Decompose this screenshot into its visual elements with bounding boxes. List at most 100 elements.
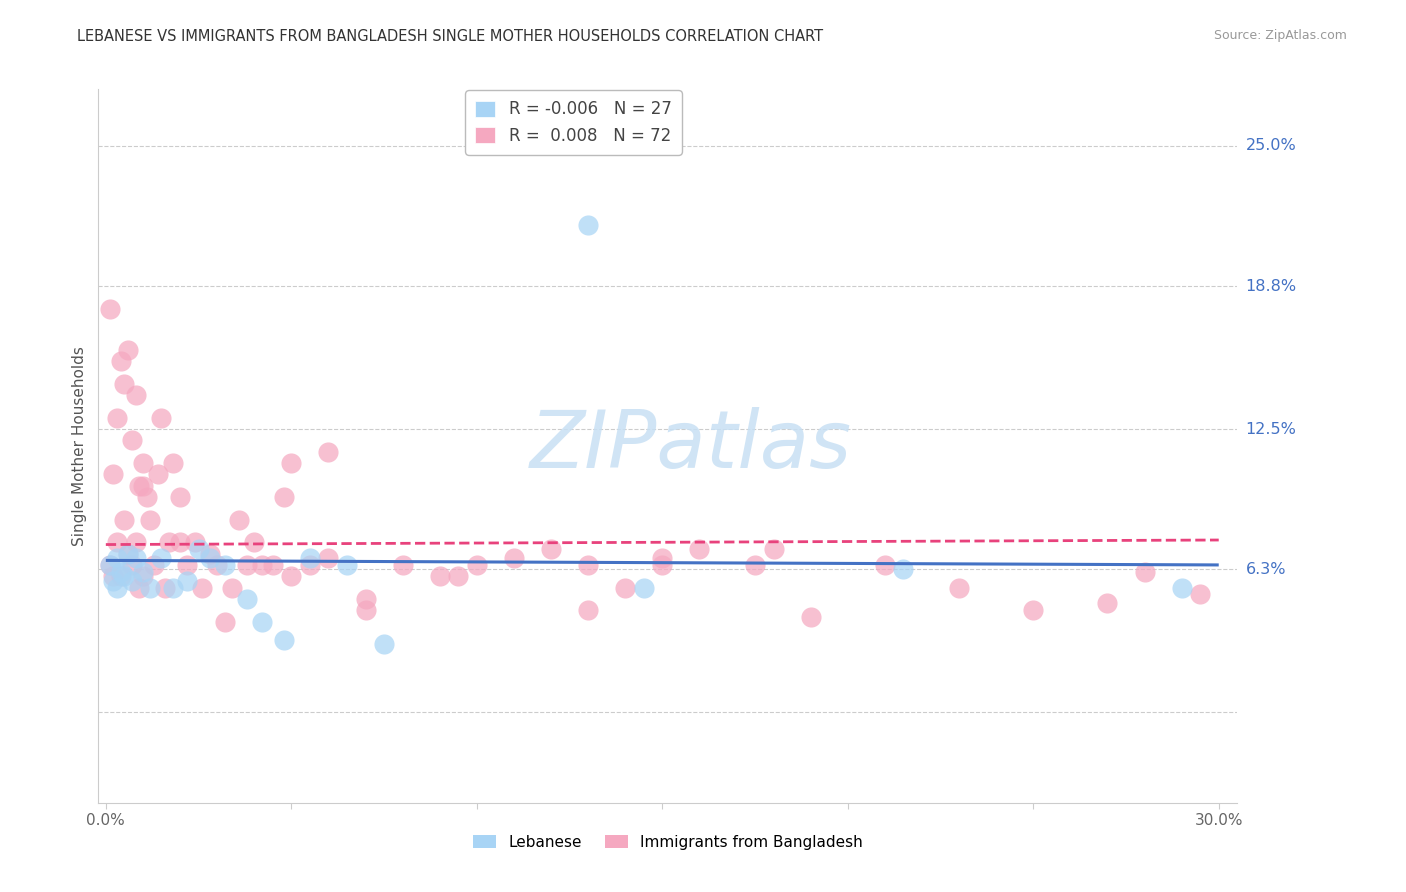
Point <box>280 456 302 470</box>
Point <box>298 558 321 572</box>
Point <box>1170 581 1192 595</box>
Point <box>98 558 121 572</box>
Text: 12.5%: 12.5% <box>1246 422 1296 436</box>
Point <box>198 547 221 561</box>
Point <box>121 558 143 572</box>
Point <box>391 558 413 572</box>
Point <box>105 581 128 595</box>
Point <box>110 565 132 579</box>
Point <box>318 444 340 458</box>
Point <box>132 569 155 583</box>
Point <box>103 569 125 583</box>
Point <box>105 535 128 549</box>
Y-axis label: Single Mother Households: Single Mother Households <box>72 346 87 546</box>
Point <box>117 343 139 357</box>
Text: LEBANESE VS IMMIGRANTS FROM BANGLADESH SINGLE MOTHER HOUSEHOLDS CORRELATION CHAR: LEBANESE VS IMMIGRANTS FROM BANGLADESH S… <box>77 29 824 44</box>
Point <box>143 558 166 572</box>
Point <box>169 535 191 549</box>
Point <box>132 456 155 470</box>
Point <box>105 410 128 425</box>
Point <box>121 574 143 588</box>
Point <box>121 434 143 448</box>
Point <box>150 410 173 425</box>
Point <box>198 551 221 566</box>
Point <box>105 551 128 566</box>
Point <box>1097 597 1119 611</box>
Point <box>187 542 209 557</box>
Point <box>354 591 377 606</box>
Point <box>162 581 184 595</box>
Point <box>103 467 125 482</box>
Point <box>336 558 359 572</box>
Point <box>651 558 673 572</box>
Point <box>298 551 321 566</box>
Legend: Lebanese, Immigrants from Bangladesh: Lebanese, Immigrants from Bangladesh <box>467 829 869 855</box>
Point <box>633 581 655 595</box>
Point <box>128 478 150 492</box>
Point <box>124 388 146 402</box>
Point <box>465 558 488 572</box>
Text: ZIPatlas: ZIPatlas <box>530 407 852 485</box>
Point <box>176 558 198 572</box>
Point <box>873 558 896 572</box>
Point <box>236 591 259 606</box>
Point <box>124 551 146 566</box>
Point <box>135 490 157 504</box>
Point <box>228 513 250 527</box>
Point <box>948 581 970 595</box>
Point <box>205 558 228 572</box>
Point <box>214 615 236 629</box>
Point <box>273 632 295 647</box>
Point <box>318 551 340 566</box>
Point <box>236 558 259 572</box>
Point <box>893 562 915 576</box>
Point <box>139 581 162 595</box>
Point <box>744 558 766 572</box>
Point <box>447 569 470 583</box>
Point <box>132 478 155 492</box>
Point <box>112 376 135 391</box>
Point <box>262 558 284 572</box>
Text: 18.8%: 18.8% <box>1246 279 1296 293</box>
Point <box>157 535 180 549</box>
Point <box>124 535 146 549</box>
Point <box>243 535 266 549</box>
Point <box>112 569 135 583</box>
Point <box>98 301 121 316</box>
Point <box>651 551 673 566</box>
Point <box>800 610 823 624</box>
Text: Source: ZipAtlas.com: Source: ZipAtlas.com <box>1213 29 1347 42</box>
Point <box>576 218 599 232</box>
Point <box>110 354 132 368</box>
Point <box>117 547 139 561</box>
Point <box>214 558 236 572</box>
Point <box>503 551 526 566</box>
Point <box>221 581 243 595</box>
Point <box>762 542 785 557</box>
Point <box>146 467 169 482</box>
Point <box>576 558 599 572</box>
Point <box>429 569 451 583</box>
Point <box>117 547 139 561</box>
Point <box>112 513 135 527</box>
Point <box>132 565 155 579</box>
Point <box>128 581 150 595</box>
Point <box>273 490 295 504</box>
Text: 6.3%: 6.3% <box>1246 562 1286 577</box>
Point <box>162 456 184 470</box>
Point <box>1133 565 1156 579</box>
Point <box>176 574 198 588</box>
Point <box>614 581 637 595</box>
Point <box>576 603 599 617</box>
Point <box>250 615 273 629</box>
Point <box>139 513 162 527</box>
Point <box>153 581 176 595</box>
Point <box>250 558 273 572</box>
Point <box>110 569 132 583</box>
Point <box>103 574 125 588</box>
Point <box>1022 603 1045 617</box>
Point <box>191 581 214 595</box>
Point <box>373 637 395 651</box>
Point <box>184 535 207 549</box>
Point <box>280 569 302 583</box>
